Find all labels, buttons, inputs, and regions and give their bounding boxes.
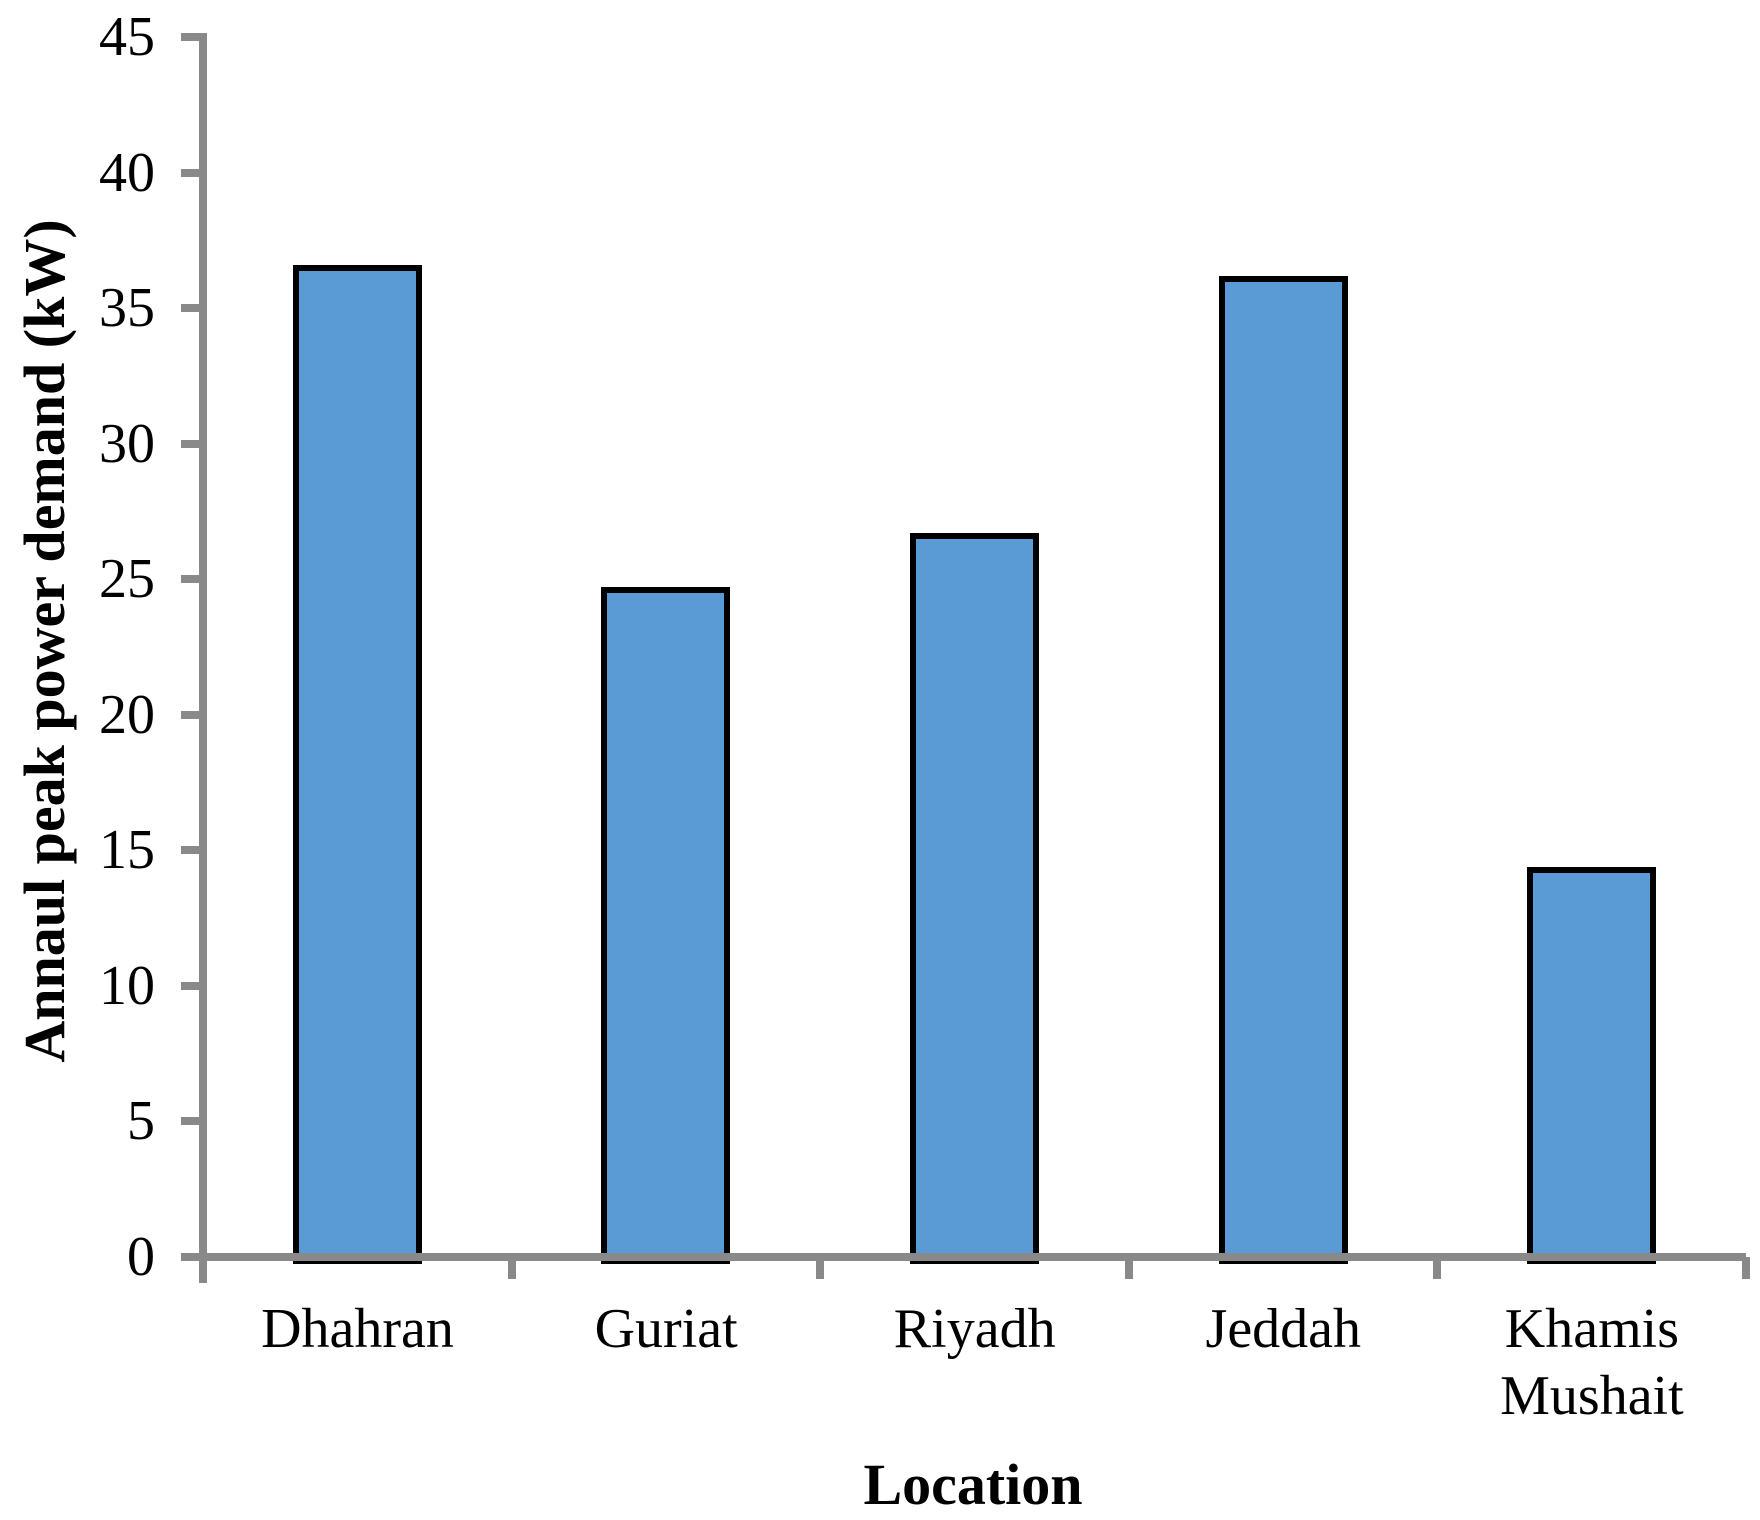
x-axis-title: Location: [863, 1452, 1083, 1517]
y-tick-label-15: 15: [99, 819, 155, 882]
category-label-dhahran: Dhahran: [261, 1298, 454, 1360]
x-tick-2: [816, 1257, 825, 1279]
y-tick-label-25: 25: [99, 548, 155, 611]
y-tick-40: [181, 168, 203, 177]
y-tick-35: [181, 304, 203, 313]
category-label-riyadh: Riyadh: [893, 1298, 1056, 1360]
x-axis-line: [185, 1253, 1746, 1261]
y-tick-label-5: 5: [127, 1090, 155, 1153]
y-tick-5: [181, 1117, 203, 1126]
bar-dhahran: [292, 264, 422, 1264]
bar-jeddah: [1218, 275, 1348, 1264]
bar-guriat: [601, 587, 731, 1264]
y-tick-20: [181, 710, 203, 719]
y-axis-line: [199, 33, 207, 1283]
y-tick-label-20: 20: [99, 683, 155, 746]
y-tick-10: [181, 981, 203, 990]
y-tick-label-30: 30: [99, 412, 155, 475]
x-tick-5: [1742, 1257, 1750, 1279]
x-tick-3: [1124, 1257, 1133, 1279]
y-tick-45: [181, 33, 203, 41]
y-tick-label-0: 0: [127, 1226, 155, 1288]
bar-riyadh: [910, 533, 1039, 1264]
bar-khamis-mushait: [1527, 866, 1657, 1264]
y-tick-label-10: 10: [99, 954, 155, 1017]
x-tick-1: [507, 1257, 516, 1279]
y-tick-label-40: 40: [99, 141, 155, 204]
y-tick-15: [181, 846, 203, 855]
y-tick-label-35: 35: [99, 277, 155, 340]
y-tick-25: [181, 575, 203, 584]
category-label-khamis-mushait: Khamis Mushait: [1500, 1298, 1684, 1428]
category-label-jeddah: Jeddah: [1205, 1298, 1362, 1360]
category-label-guriat: Guriat: [594, 1298, 738, 1360]
y-tick-30: [181, 439, 203, 448]
x-tick-4: [1433, 1257, 1442, 1279]
y-tick-label-45: 45: [99, 6, 155, 68]
